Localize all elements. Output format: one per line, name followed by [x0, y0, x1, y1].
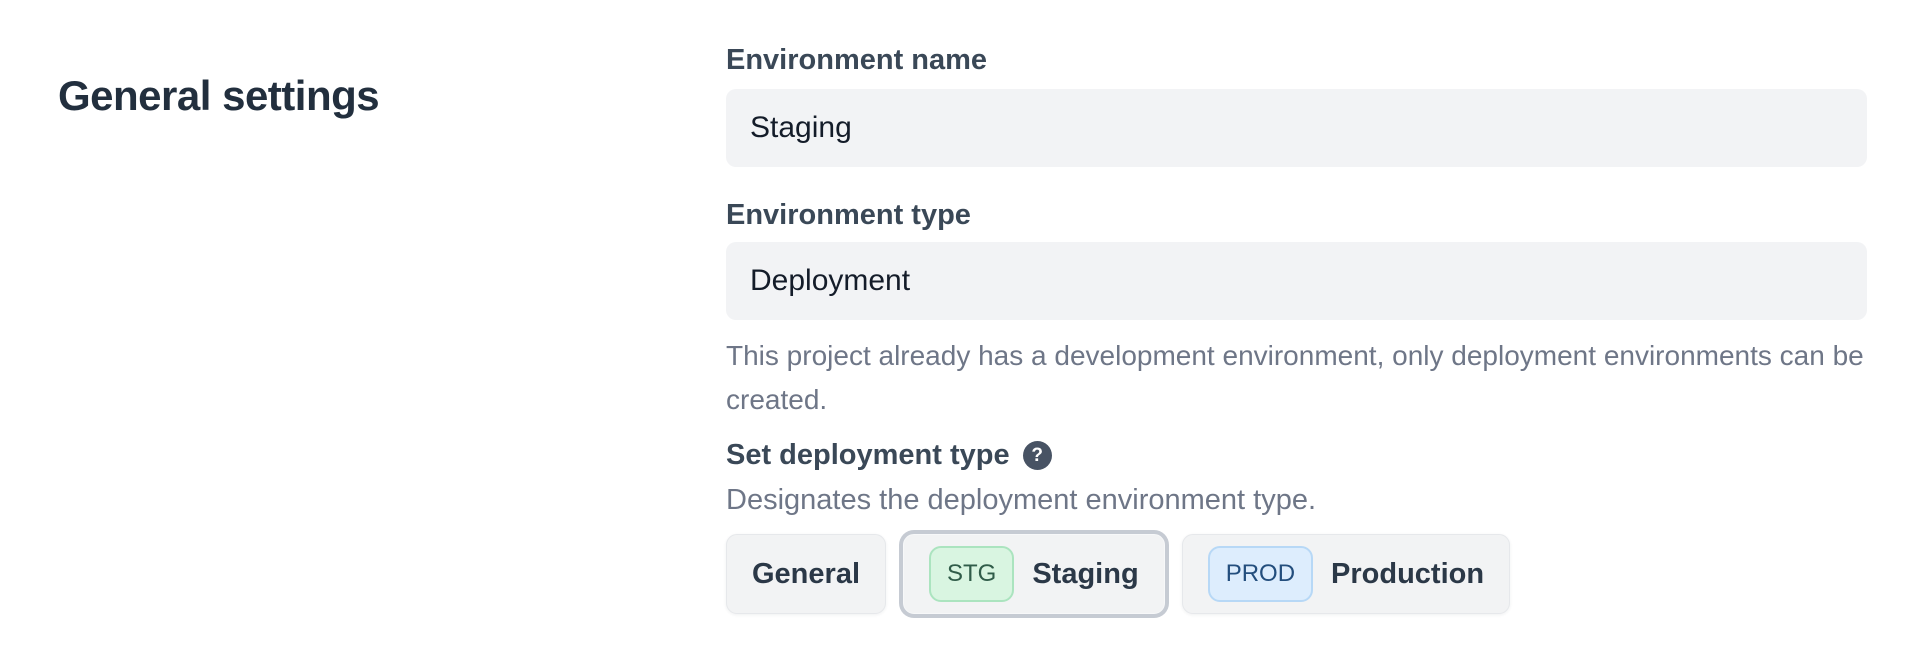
environment-type-label: Environment type	[726, 199, 971, 231]
general-settings-form: Environment name Environment type This p…	[726, 0, 1867, 614]
deployment-type-option-production[interactable]: PROD Production	[1181, 534, 1511, 614]
environment-name-label: Environment name	[726, 44, 988, 76]
page-title: General settings	[58, 72, 380, 120]
production-option-label: Production	[1331, 557, 1485, 590]
question-mark-icon[interactable]: ?	[1022, 440, 1052, 470]
deployment-type-option-general[interactable]: General	[726, 534, 886, 614]
staging-option-label: Staging	[1032, 557, 1139, 590]
deployment-type-options: General STG Staging PROD Production	[726, 534, 1867, 614]
environment-name-input[interactable]	[726, 89, 1867, 167]
environment-type-input[interactable]	[726, 242, 1867, 320]
set-deployment-type-row: Set deployment type ?	[726, 440, 1867, 470]
general-option-label: General	[752, 557, 860, 590]
environment-type-helper-text: This project already has a development e…	[726, 340, 1864, 415]
staging-badge: STG	[929, 546, 1015, 602]
deployment-type-description: Designates the deployment environment ty…	[726, 484, 1317, 516]
production-badge: PROD	[1207, 546, 1314, 602]
deployment-type-option-staging[interactable]: STG Staging	[903, 534, 1165, 614]
set-deployment-type-label: Set deployment type	[726, 439, 1010, 471]
